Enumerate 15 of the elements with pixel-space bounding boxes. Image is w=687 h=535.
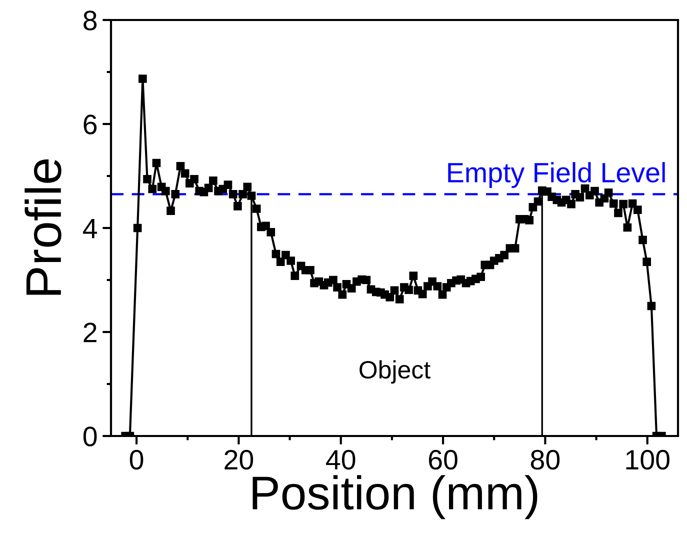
y-tick-label: 6 [84,114,97,134]
ref-line-label: Empty Field Level [448,162,665,188]
y-tick-label: 8 [84,10,97,30]
y-tick-label: 4 [82,218,97,238]
y-tick-label: 2 [84,322,96,342]
x-tick-label: 20 [224,450,254,470]
annotation: Object [360,360,430,384]
x-tick-label: 60 [428,450,458,470]
x-axis-title: Position (mm) [252,475,538,520]
x-tick-label: 40 [326,450,356,470]
y-tick-label: 0 [83,426,97,446]
y-axis-title: Profile [24,159,62,295]
x-tick-label: 100 [626,450,670,470]
x-tick-label: 0 [130,450,144,470]
x-tick-label: 80 [530,450,560,470]
